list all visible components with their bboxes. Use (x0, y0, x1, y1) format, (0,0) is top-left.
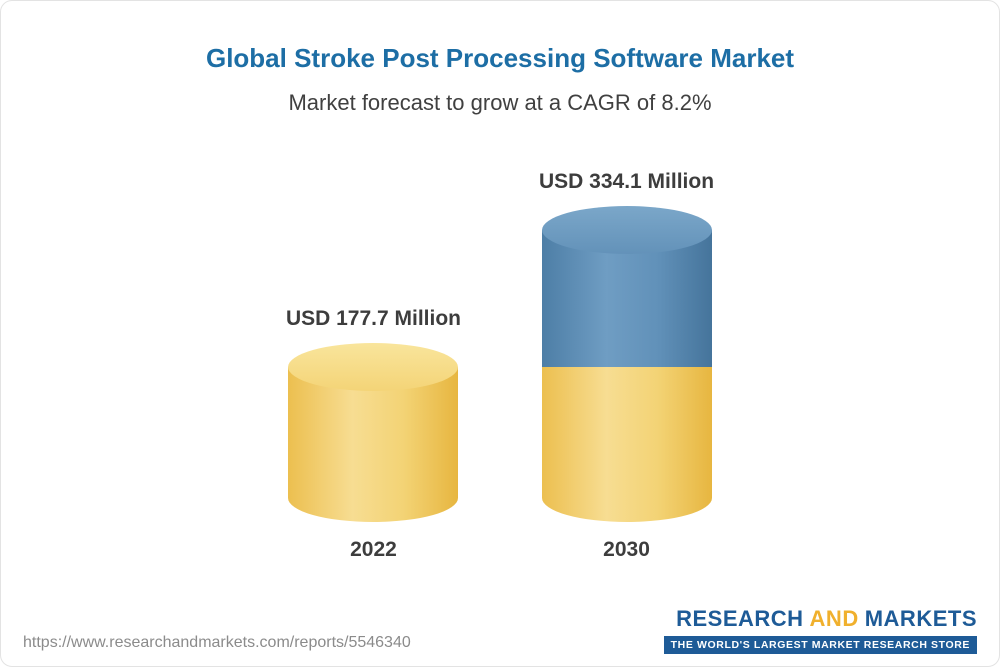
bar-value-2022: USD 177.7 Million (285, 306, 461, 330)
x-label-2022: 2022 (350, 538, 397, 561)
cylinder-2030 (541, 206, 712, 522)
logo-wordmark: RESEARCH AND MARKETS (676, 606, 977, 632)
bar-group-2030: USD 334.1 Million 2030 (539, 170, 714, 562)
cylinder-cap-2030 (541, 206, 712, 254)
bar-value-2030: USD 334.1 Million (539, 170, 715, 193)
bar-segment-base-2030 (541, 366, 712, 522)
bar-segment-base-2022 (288, 366, 459, 522)
bar-group-2022: USD 177.7 Million 2022 (286, 307, 461, 562)
x-label-2030: 2030 (603, 538, 650, 561)
report-url: https://www.researchandmarkets.com/repor… (23, 634, 411, 651)
logo-word-and: AND (809, 606, 859, 631)
cylinder-2022 (288, 342, 459, 522)
bar-chart: USD 177.7 Million 2022 USD 334.1 Million… (1, 170, 999, 562)
logo-tagline: THE WORLD'S LARGEST MARKET RESEARCH STOR… (663, 636, 977, 654)
cylinder-cap-2022 (288, 342, 459, 391)
logo-word-research: RESEARCH (676, 606, 804, 631)
page-title: Global Stroke Post Processing Software M… (205, 43, 795, 73)
page-subtitle: Market forecast to grow at a CAGR of 8.2… (288, 90, 712, 115)
researchandmarkets-logo: RESEARCH AND MARKETS THE WORLD'S LARGEST M… (663, 606, 977, 654)
logo-word-markets: MARKETS (864, 606, 977, 631)
